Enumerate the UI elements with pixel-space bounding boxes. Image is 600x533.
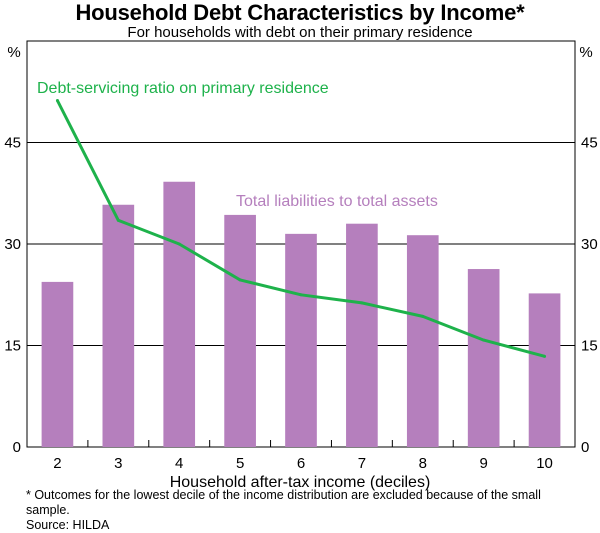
bar xyxy=(41,281,74,447)
bar-series-label: Total liabilities to total assets xyxy=(236,193,438,210)
source-note: Source: HILDA xyxy=(26,518,110,532)
y-tick-label-right: 30 xyxy=(581,236,598,253)
x-tick-label: 8 xyxy=(419,455,427,472)
line-series xyxy=(55,99,547,358)
bar-series xyxy=(41,181,561,447)
bar xyxy=(285,233,317,447)
bar xyxy=(467,269,500,447)
bar xyxy=(406,235,439,447)
x-tick-label: 4 xyxy=(175,455,183,472)
x-tick-label: 5 xyxy=(236,455,244,472)
footnote: * Outcomes for the lowest decile of the … xyxy=(26,488,541,517)
line-point xyxy=(360,301,364,305)
line-point xyxy=(238,278,242,282)
y-tick-label-right: 15 xyxy=(581,338,598,355)
chart-title: Household Debt Characteristics by Income… xyxy=(75,0,525,25)
bar xyxy=(102,204,135,447)
right-axis-unit: % xyxy=(579,44,592,61)
bar xyxy=(163,181,196,447)
line-point xyxy=(55,99,59,103)
y-tick-label-left: 45 xyxy=(4,135,21,152)
x-tick-label: 10 xyxy=(536,455,553,472)
line-series-label: Debt-servicing ratio on primary residenc… xyxy=(37,80,329,97)
x-tick-label: 9 xyxy=(479,455,487,472)
line-point xyxy=(543,354,547,358)
bar xyxy=(224,214,256,447)
y-tick-label-right: 45 xyxy=(581,135,598,152)
left-axis-unit: % xyxy=(7,44,20,61)
chart-subtitle: For households with debt on their primar… xyxy=(127,24,473,41)
x-tick-label: 2 xyxy=(53,455,61,472)
x-tick-label: 3 xyxy=(114,455,122,472)
bar xyxy=(346,223,378,447)
y-tick-label-left: 0 xyxy=(13,439,21,456)
y-tick-label-right: 0 xyxy=(581,439,589,456)
bar xyxy=(528,293,561,447)
line-point xyxy=(177,242,181,246)
line-point xyxy=(299,293,303,297)
x-tick-label: 6 xyxy=(297,455,305,472)
x-tick-label: 7 xyxy=(358,455,366,472)
y-tick-label-left: 15 xyxy=(4,338,21,355)
line-point xyxy=(482,338,486,342)
x-axis-label: Household after-tax income (deciles) xyxy=(170,474,431,491)
y-tick-label-left: 30 xyxy=(4,236,21,253)
line-point xyxy=(116,218,120,222)
line-point xyxy=(421,314,425,318)
